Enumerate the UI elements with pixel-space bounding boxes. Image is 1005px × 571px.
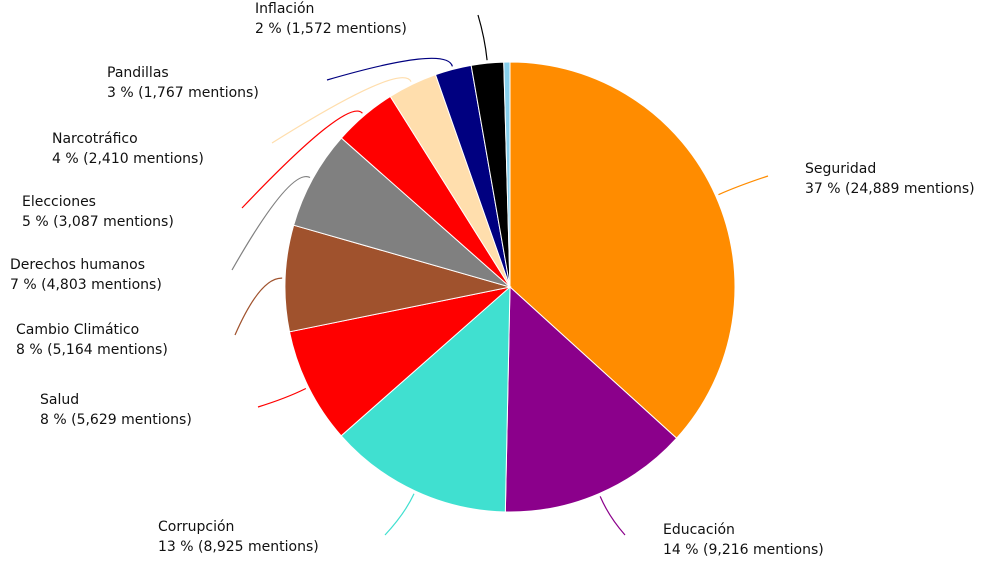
slice-value-label: 14 % (9,216 mentions): [663, 542, 824, 558]
slice-label: Derechos humanos: [10, 257, 145, 273]
slice-label: Pandillas: [107, 65, 169, 81]
pie-slice: [284, 224, 511, 333]
slice-label: Corrupción: [158, 519, 234, 535]
leader-line: [477, 14, 488, 61]
slice-label: Cambio Climático: [16, 322, 139, 338]
slice-value-label: 13 % (8,925 mentions): [158, 539, 319, 555]
pie-slice: [503, 61, 511, 288]
leader-line: [599, 496, 626, 536]
pie-slice: [288, 286, 512, 437]
slice-label: Educación: [663, 522, 735, 538]
pie-slice: [509, 61, 736, 439]
leader-line: [234, 277, 283, 336]
slice-value-label: 8 % (5,629 mentions): [40, 412, 192, 428]
slice-label: Inflación: [255, 1, 314, 17]
slice-value-label: 7 % (4,803 mentions): [10, 277, 162, 293]
leader-line: [257, 387, 307, 408]
slice-value-label: 5 % (3,087 mentions): [22, 214, 174, 230]
slice-value-label: 37 % (24,889 mentions): [805, 181, 975, 197]
leader-line: [231, 175, 311, 271]
pie-slice: [340, 285, 511, 513]
slice-label: Narcotráfico: [52, 131, 138, 147]
slice-label: Salud: [40, 392, 79, 408]
leader-line: [241, 110, 363, 209]
slice-value-label: 8 % (5,164 mentions): [16, 342, 168, 358]
leader-line: [384, 493, 415, 536]
leader-line: [326, 57, 453, 81]
slice-value-label: 4 % (2,410 mentions): [52, 151, 204, 167]
slice-value-label: 3 % (1,767 mentions): [107, 85, 259, 101]
leader-line: [718, 175, 769, 196]
slice-label: Seguridad: [805, 161, 876, 177]
leader-line: [271, 77, 412, 144]
slice-value-label: 2 % (1,572 mentions): [255, 21, 407, 37]
pie-slice: [504, 285, 678, 513]
slice-label: Elecciones: [22, 194, 96, 210]
pie-slice: [293, 137, 511, 288]
